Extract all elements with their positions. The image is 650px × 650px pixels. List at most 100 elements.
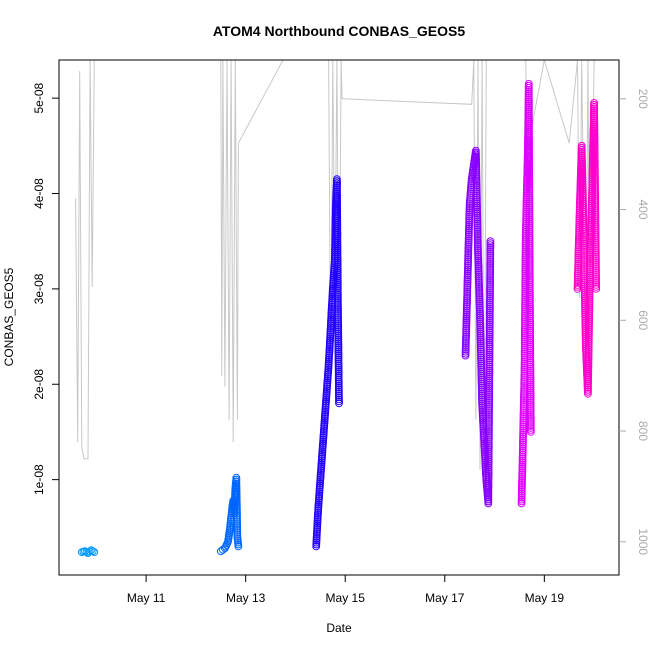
- data-point: [526, 404, 535, 413]
- data-point: [584, 383, 592, 392]
- data-point: [472, 156, 481, 165]
- data-point: [585, 313, 594, 322]
- data-point: [473, 203, 482, 212]
- data-point: [233, 527, 242, 535]
- data-point: [484, 483, 493, 492]
- data-point: [485, 324, 494, 333]
- data-point: [334, 345, 343, 354]
- data-point: [333, 224, 342, 233]
- data-point: [590, 151, 599, 159]
- data-point: [335, 397, 343, 406]
- data-point: [333, 205, 342, 213]
- data-point: [525, 145, 533, 154]
- data-point: [525, 165, 534, 174]
- data-point: [334, 314, 343, 322]
- data-point: [476, 319, 485, 328]
- data-point: [591, 211, 600, 219]
- data-point: [526, 370, 535, 379]
- data-point: [463, 269, 472, 278]
- data-point: [584, 385, 592, 394]
- data-point: [334, 316, 343, 324]
- data-point: [525, 111, 533, 120]
- data-point: [465, 220, 474, 229]
- data-point: [591, 229, 600, 237]
- data-point: [525, 209, 534, 218]
- data-point: [585, 323, 593, 332]
- data-point: [526, 362, 535, 371]
- data-point: [525, 103, 533, 112]
- y-axis: 1e-08 2e-08 3e-08 4e-08 5e-08: [32, 82, 59, 495]
- data-point: [477, 351, 485, 360]
- data-point: [590, 163, 599, 171]
- plot-area: [75, 59, 601, 557]
- data-point: [333, 280, 342, 289]
- data-point: [526, 326, 534, 335]
- data-point: [334, 361, 343, 370]
- data-point: [525, 123, 533, 132]
- data-point: [484, 451, 493, 460]
- data-point: [525, 221, 534, 230]
- data-point: [526, 420, 535, 428]
- data-point: [484, 479, 493, 488]
- data-point: [591, 181, 599, 189]
- data-point: [578, 151, 586, 160]
- data-point: [586, 269, 594, 278]
- data-point: [333, 218, 342, 227]
- data-point: [526, 328, 534, 337]
- data-point: [334, 327, 343, 336]
- data-point: [578, 187, 587, 196]
- data-point: [590, 157, 599, 165]
- data-point: [525, 125, 533, 134]
- data-point: [333, 244, 342, 253]
- data-point: [590, 145, 599, 153]
- data-point: [486, 275, 495, 283]
- data-point: [578, 193, 587, 202]
- data-point: [525, 131, 533, 140]
- data-point: [334, 377, 343, 386]
- data-point: [592, 277, 600, 285]
- y-tick-label: 3e-08: [32, 273, 46, 304]
- data-point: [526, 416, 535, 424]
- data-point: [476, 335, 485, 344]
- data-point: [526, 308, 534, 317]
- data-point: [526, 388, 535, 397]
- x-tick-label: May 11: [127, 591, 166, 605]
- data-point: [584, 361, 593, 370]
- data-point: [333, 256, 342, 265]
- data-point: [334, 325, 343, 334]
- data-point: [525, 225, 534, 234]
- data-point: [592, 257, 600, 265]
- data-point: [526, 408, 535, 417]
- data-point: [82, 548, 91, 556]
- data-point: [486, 249, 495, 258]
- data-point: [526, 418, 535, 426]
- data-point: [525, 187, 534, 196]
- data-point: [485, 360, 494, 369]
- data-point: [526, 348, 535, 357]
- data-point: [525, 253, 534, 261]
- data-point: [473, 193, 481, 202]
- data-point: [592, 267, 600, 275]
- data-point: [525, 279, 534, 287]
- data-point: [472, 189, 481, 198]
- data-point: [485, 354, 494, 363]
- data-point: [524, 91, 533, 100]
- data-point: [585, 307, 594, 316]
- data-point: [485, 414, 493, 422]
- data-point: [525, 265, 534, 273]
- data-point: [519, 426, 528, 435]
- data-point: [463, 291, 472, 299]
- data-point: [584, 379, 592, 388]
- data-point: [526, 424, 535, 432]
- data-point: [525, 109, 533, 118]
- data-point: [591, 179, 599, 187]
- data-point: [485, 326, 494, 335]
- data-point: [335, 391, 343, 400]
- data-point: [526, 300, 534, 309]
- data-point: [85, 547, 94, 556]
- data-point: [525, 169, 534, 178]
- data-point: [591, 169, 599, 177]
- data-point: [485, 430, 493, 438]
- data-point: [590, 105, 599, 113]
